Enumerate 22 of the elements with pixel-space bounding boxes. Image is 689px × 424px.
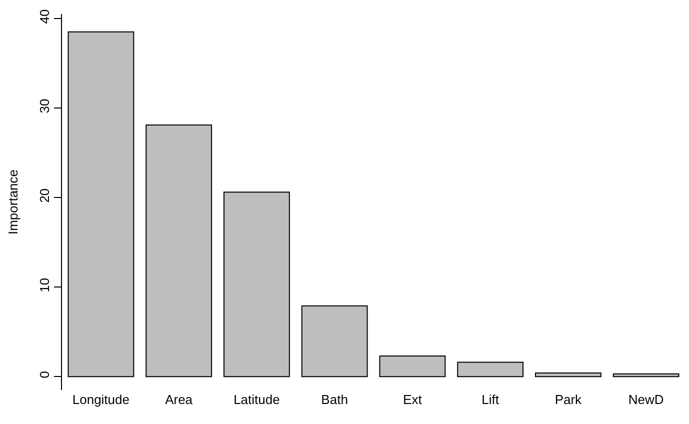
y-axis-title: Importance [6,169,21,235]
x-tick-label: NewD [628,392,664,407]
x-tick-label: Latitude [234,392,280,407]
y-tick-label: 10 [36,278,52,292]
x-tick-label: Bath [321,392,348,407]
y-tick-label: 20 [36,188,52,203]
bar [612,373,680,378]
x-tick-label: Lift [482,392,500,407]
y-tick-label: 30 [36,98,52,114]
x-tick-label: Area [165,392,194,407]
x-tick-label: Longitude [72,392,130,407]
bar [457,362,524,378]
x-tick-label: Park [554,392,582,407]
bar [301,305,368,378]
x-tick-label: Ext [403,392,422,407]
y-tick-label: 0 [36,371,52,378]
y-tick-label: 40 [36,9,52,24]
bar [68,31,134,378]
bar [379,355,446,378]
bar [146,124,212,378]
bar [223,192,290,378]
bar [534,372,602,378]
